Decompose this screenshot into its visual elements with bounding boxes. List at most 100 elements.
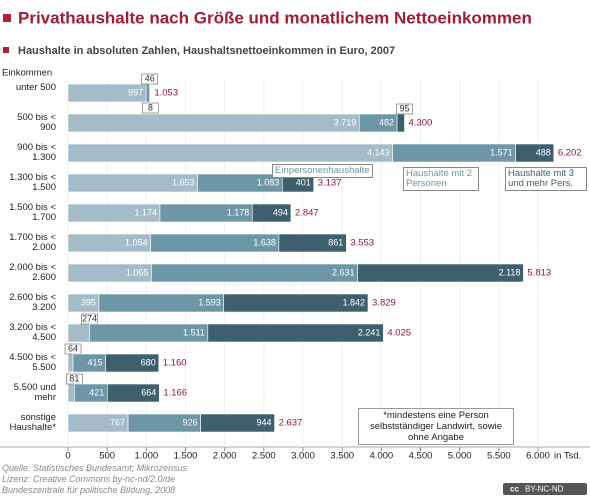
total-label: 2.847 — [295, 208, 319, 219]
bar-segment — [251, 203, 292, 223]
legend-entry: Haushalte mit 3 und mehr Pers. — [505, 167, 587, 191]
segment-label: 2.118 — [499, 267, 521, 277]
segment-label: 494 — [273, 207, 288, 217]
bar-segment — [223, 293, 369, 313]
category-label: 1.500 bis < 1.700 — [9, 202, 56, 223]
segment-label: 8 — [148, 102, 153, 112]
segment-label: 274 — [82, 313, 97, 323]
total-label: 1.166 — [163, 388, 187, 399]
title-marker — [3, 14, 11, 22]
segment-label: 4.143 — [367, 147, 390, 157]
chart-title: Privathaushalte nach Größe und monatlich… — [18, 8, 532, 27]
bar-segment — [67, 113, 360, 133]
total-label: 1.053 — [154, 88, 178, 99]
bar-segment — [515, 143, 555, 163]
bar-segment — [200, 413, 275, 433]
category-label: 1.300 bis < 1.500 — [9, 172, 56, 193]
segment-label: 1.638 — [253, 237, 276, 247]
x-tick-label: 4.500 — [409, 451, 433, 462]
total-label: 2.637 — [279, 418, 303, 429]
segment-label: 395 — [81, 297, 96, 307]
category-label: sonstige Haushalte* — [9, 412, 56, 433]
badge-text: BY-NC-ND — [525, 485, 564, 494]
segment-label: 1.653 — [172, 177, 195, 187]
total-label: 5.813 — [527, 268, 551, 279]
segment-label: 401 — [296, 177, 311, 187]
category-label: 900 bis < 1.300 — [17, 142, 56, 163]
total-label: 3.137 — [318, 178, 342, 189]
segment-label: 1.054 — [125, 237, 148, 247]
bar-segment — [145, 83, 151, 103]
source-line: Bundeszentrale für politische Bildung, 2… — [2, 485, 176, 495]
x-tick-label: 3.500 — [330, 451, 354, 462]
segment-label: 997 — [128, 87, 143, 97]
segment-label: 415 — [87, 357, 102, 367]
segment-label: 64 — [68, 343, 78, 353]
category-label: unter 500 — [15, 82, 56, 93]
segment-label: 1.571 — [490, 147, 513, 157]
category-label: 500 bis < 900 — [17, 112, 56, 133]
x-tick-label: 2.500 — [252, 451, 276, 462]
segment-label: 680 — [141, 357, 156, 367]
segment-label: 1.083 — [257, 177, 280, 187]
bar-segment — [396, 113, 405, 133]
total-label: 4.025 — [387, 328, 411, 339]
x-unit: in Tsd. — [554, 451, 581, 462]
segment-label: 482 — [379, 117, 394, 127]
segment-label: 2.631 — [332, 267, 355, 277]
segment-label: 944 — [257, 417, 272, 427]
x-tick-label: 0 — [65, 451, 70, 462]
bar-segment — [278, 233, 347, 253]
x-tick-label: 5.000 — [448, 451, 472, 462]
segment-label: 421 — [89, 387, 104, 397]
segment-label: 95 — [400, 103, 410, 113]
bar-segment — [357, 263, 524, 283]
segment-label: 46 — [145, 73, 155, 83]
badge-cc: cc — [510, 485, 519, 494]
bar-segment — [149, 83, 151, 103]
bar-segment — [67, 353, 74, 373]
x-tick-label: 500 — [99, 451, 115, 462]
category-label: 1.700 bis < 2.000 — [9, 232, 56, 253]
segment-label: 1.065 — [126, 267, 149, 277]
source-line: Quelle: Statistisches Bundesamt; Mikroze… — [2, 463, 188, 473]
source-line: Lizenz: Creative Commons by-nc-nd/2.0/de — [2, 474, 176, 484]
total-label: 6.202 — [558, 148, 582, 159]
x-tick-label: 3.000 — [291, 451, 315, 462]
chart-subtitle: Haushalte in absoluten Zahlen, Haushalts… — [18, 45, 395, 57]
bar-segment — [207, 323, 384, 343]
segment-label: 926 — [183, 417, 198, 427]
bar-segment — [105, 353, 160, 373]
segment-label: 861 — [328, 237, 343, 247]
segment-label: 81 — [69, 373, 79, 383]
bar-segment — [67, 143, 393, 163]
bar-segment — [67, 323, 90, 343]
x-tick-label: 6.000 — [526, 451, 550, 462]
bar-segment — [67, 383, 75, 403]
segment-label: 2.241 — [358, 327, 381, 337]
segment-label: 488 — [536, 147, 551, 157]
category-label: 2.600 bis < 3.200 — [9, 292, 56, 313]
total-label: 1.160 — [163, 358, 187, 369]
segment-label: 664 — [141, 387, 156, 397]
total-label: 3.553 — [350, 238, 374, 249]
segment-label: 1.511 — [183, 327, 205, 337]
total-label: 4.300 — [409, 118, 433, 129]
segment-label: 3.719 — [334, 117, 357, 127]
category-label: 5.500 und mehr — [13, 382, 56, 403]
legend-entry: Haushalte mit 2 Personen — [403, 167, 479, 191]
segment-label: 1.593 — [198, 297, 221, 307]
segment-label: 1.178 — [227, 207, 250, 217]
segment-label: 767 — [110, 417, 125, 427]
badge — [503, 483, 587, 495]
category-label: 2.000 bis < 2.600 — [9, 262, 56, 283]
x-tick-label: 4.000 — [369, 451, 393, 462]
footnote: *mindestens eine Person selbstständiger … — [358, 408, 514, 445]
x-tick-label: 1.000 — [134, 451, 158, 462]
subtitle-marker — [3, 47, 9, 53]
x-tick-label: 1.500 — [174, 451, 198, 462]
segment-label: 1.174 — [134, 207, 157, 217]
category-label: 3.200 bis < 4.500 — [9, 322, 56, 343]
